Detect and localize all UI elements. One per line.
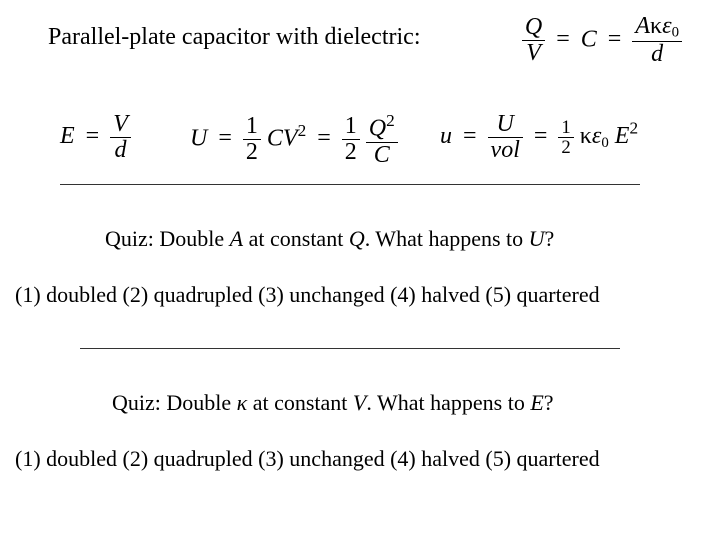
divider-2: [80, 348, 620, 349]
quiz-1-options: (1) doubled (2) quadrupled (3) unchanged…: [15, 282, 600, 308]
quiz-2-options: (1) doubled (2) quadrupled (3) unchanged…: [15, 446, 600, 472]
divider-1: [60, 184, 640, 185]
page-title: Parallel-plate capacitor with dielectric…: [48, 24, 420, 50]
quiz-1-text: Quiz: Double A at constant Q. What happe…: [105, 226, 554, 252]
eq-E: E = Vd: [60, 112, 131, 163]
eq-u: u = Uvol = 12 κε0 E2: [440, 112, 638, 163]
eq-U: U = 12 CV2 = 12 Q2C: [190, 112, 398, 168]
quiz-2-text: Quiz: Double κ at constant V. What happe…: [112, 390, 554, 416]
eq-title: QV = C = Aκε0 d: [522, 14, 682, 68]
